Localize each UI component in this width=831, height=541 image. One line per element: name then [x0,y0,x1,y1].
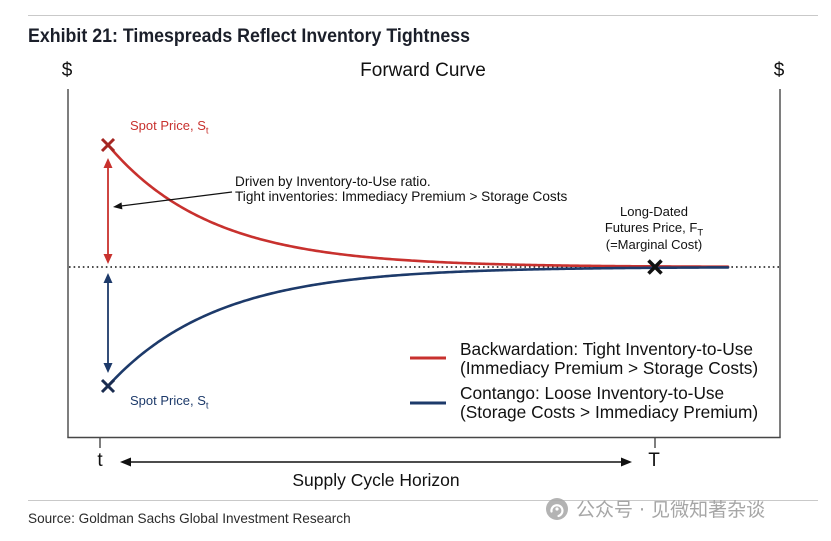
tick-label-start: t [97,450,103,471]
spot-price-top-subscript: t [206,126,209,137]
legend-sublabel-contango: (Storage Costs > Immediacy Premium) [460,402,758,422]
contango-curve [106,266,730,388]
watermark: 公众号 · 见微知著杂谈 [546,498,765,521]
spot-price-bottom-label: Spot Price, St [130,393,209,412]
backwardation-curve [106,143,730,268]
figure-title: Forward Curve [360,60,486,81]
horizon-arrowhead-right [621,457,632,467]
backwardation-arrowhead-up [103,158,113,168]
spot-price-top-x-marker [100,137,116,153]
x-marker-stroke [100,378,116,394]
contango-spread-arrow [103,273,113,373]
exhibit-title: Exhibit 21: Timespreads Reflect Inventor… [28,25,470,47]
annotation-pointer-head [113,202,123,210]
watermark-text: 公众号 · 见微知著杂谈 [576,499,765,521]
spot-price-top-label: Spot Price, St [130,118,209,137]
backwardation-series: Spot Price, St [103,118,730,268]
contango-series: Spot Price, St [103,266,730,412]
wechat-icon [546,498,568,520]
spot-price-bottom-text: Spot Price, S [130,393,206,408]
y-axis-label-right: $ [774,60,785,81]
futures-price-text: Futures Price, F [605,220,698,235]
legend-sublabel-backwardation: (Immediacy Premium > Storage Costs) [460,358,758,378]
x-marker-stroke [100,137,116,153]
spot-price-top-text: Spot Price, S [130,118,206,133]
long-dated-line-1: Long-Dated [620,204,688,219]
x-marker-stroke [647,259,663,275]
backwardation-spread-arrow [103,158,113,264]
horizon-arrow [120,457,632,467]
backwardation-arrowhead-down [103,254,113,264]
tick-label-end: T [648,450,660,471]
annotation-line-2: Tight inventories: Immediacy Premium > S… [235,189,567,204]
annotation-pointer [121,191,233,207]
y-axis-label-left: $ [62,60,73,81]
spot-price-bottom-subscript: t [206,401,209,412]
legend: Backwardation: Tight Inventory-to-Use (I… [410,339,758,422]
long-dated-line-3: (=Marginal Cost) [606,237,702,252]
legend-item-contango: Contango: Loose Inventory-to-Use (Storag… [410,383,758,422]
source-note: Source: Goldman Sachs Global Investment … [28,511,351,526]
legend-label-backwardation: Backwardation: Tight Inventory-to-Use [460,339,753,359]
wechat-icon-swirl [550,504,564,518]
long-dated-line-2: Futures Price, FT [605,220,703,239]
contango-arrowhead-down [103,363,113,373]
contango-arrowhead-up [103,273,113,283]
horizon-arrowhead-left [120,457,131,467]
wechat-icon-dot [555,507,559,511]
annotation-callout: Driven by Inventory-to-Use ratio. Tight … [113,174,567,210]
long-dated-label: Long-Dated Futures Price, FT (=Marginal … [605,204,703,252]
futures-price-x-marker [647,259,663,275]
spot-price-bottom-x-marker [100,378,116,394]
legend-label-contango: Contango: Loose Inventory-to-Use [460,383,724,403]
futures-price-subscript: T [697,228,703,239]
legend-item-backwardation: Backwardation: Tight Inventory-to-Use (I… [410,339,758,378]
horizon-label: Supply Cycle Horizon [292,470,459,490]
annotation-line-1: Driven by Inventory-to-Use ratio. [235,174,431,189]
